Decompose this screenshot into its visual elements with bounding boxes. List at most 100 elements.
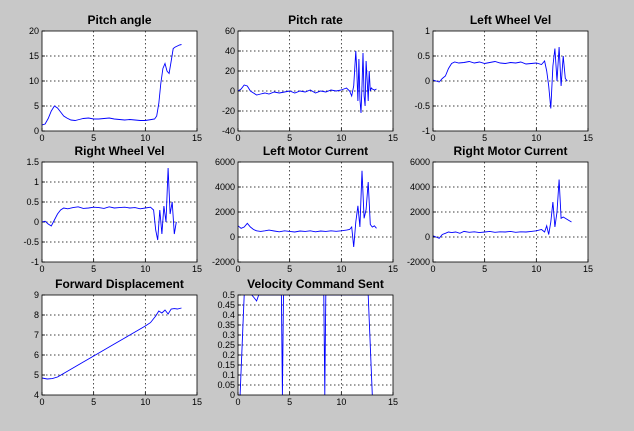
y-tick-label: 6000 [215,157,235,167]
y-tick-label: 1 [425,26,430,36]
subplot-right-wheel-vel: Right Wheel Vel 0 5 10 15 -1 -0.5 0 0.5 1 1.5 [23,144,202,274]
subplot-pitch-angle: Pitch angle 0 5 10 15 0 5 10 15 20 [29,13,202,143]
y-tick-label: 20 [225,66,235,76]
y-tick-label: -0.5 [23,237,39,247]
axes-frame [432,30,589,132]
y-tick-label: 0 [230,232,235,242]
x-tick-label: 10 [531,133,541,143]
y-tick-label: 10 [29,76,39,86]
plot-area [42,295,197,395]
series-line-pitch-rate [238,50,377,114]
y-tick-label: 1.5 [26,157,39,167]
x-tick-label: 5 [91,133,96,143]
y-tick-label: 9 [34,290,39,300]
y-tick-label: 4000 [215,182,235,192]
axes-frame [237,30,394,132]
y-tick-label: 0 [425,76,430,86]
y-tick-label: 8 [34,310,39,320]
y-tick-label: 0 [34,126,39,136]
plot-title: Pitch rate [288,13,343,27]
y-tick-label: 0.25 [217,340,235,350]
plot-title: Forward Displacement [55,277,184,291]
y-tick-label: 7 [34,330,39,340]
x-tick-label: 0 [430,133,435,143]
y-tick-label: -2000 [212,257,235,267]
plot-title: Right Wheel Vel [74,144,164,158]
x-tick-label: 10 [531,264,541,274]
y-tick-label: 20 [29,26,39,36]
axes-frame [432,161,589,263]
y-tick-label: 0.1 [222,370,235,380]
y-tick-label: 0 [230,390,235,400]
y-tick-label: 0.45 [217,300,235,310]
x-tick-label: 10 [336,133,346,143]
y-tick-label: 0.05 [217,380,235,390]
y-tick-label: 60 [225,26,235,36]
y-tick-label: 0.15 [217,360,235,370]
y-tick-label: 5 [34,101,39,111]
x-tick-label: 10 [140,397,150,407]
x-tick-label: 15 [192,133,202,143]
x-tick-label: 5 [482,264,487,274]
x-tick-label: 0 [430,264,435,274]
x-tick-label: 5 [287,264,292,274]
series-line-right-motor-current [433,179,572,239]
plot-title: Velocity Command Sent [247,277,384,291]
y-tick-label: 0 [425,232,430,242]
y-tick-label: -40 [222,126,235,136]
series-line-left-motor-current [238,170,377,248]
y-tick-label: 2000 [215,207,235,217]
x-tick-label: 10 [140,133,150,143]
x-tick-label: 5 [482,133,487,143]
y-tick-label: 0.5 [417,51,430,61]
axes-frame [41,30,198,132]
x-tick-label: 0 [235,397,240,407]
x-tick-label: 15 [583,133,593,143]
series-line-pitch-angle [42,44,182,126]
series-line-forward-displacement [42,307,182,380]
subplot-left-wheel-vel: Left Wheel Vel 0 5 10 15 -1 -0.5 0 0.5 1 [414,13,593,143]
subplot-forward-displacement: Forward Displacement 0 5 10 15 4 5 6 7 8 9 [34,277,202,407]
x-tick-label: 5 [287,133,292,143]
series-line-velocity-command-sent [239,295,373,395]
x-tick-label: 5 [91,264,96,274]
subplot-pitch-rate: Pitch rate 0 5 10 15 -40 -20 0 20 40 60 [222,13,398,143]
axes-frame [237,161,394,263]
y-tick-label: 0.5 [26,197,39,207]
y-tick-label: 5 [34,370,39,380]
y-tick-label: -20 [222,106,235,116]
x-tick-label: 15 [388,397,398,407]
plot-title: Left Wheel Vel [470,13,551,27]
x-tick-label: 0 [235,133,240,143]
plot-title: Pitch angle [87,13,151,27]
series-line-right-wheel-vel [42,167,177,241]
y-tick-label: 0 [230,86,235,96]
y-tick-label: 0.5 [222,290,235,300]
y-tick-label: 6 [34,350,39,360]
y-tick-label: -0.5 [414,101,430,111]
y-tick-label: 2000 [410,207,430,217]
x-tick-label: 15 [583,264,593,274]
series-line-left-wheel-vel [433,46,568,109]
x-tick-label: 5 [91,397,96,407]
x-tick-label: 0 [235,264,240,274]
y-tick-label: 40 [225,46,235,56]
y-tick-label: 0.35 [217,320,235,330]
x-tick-label: 10 [336,397,346,407]
axes-frame [237,294,394,396]
plot-title: Left Motor Current [263,144,368,158]
y-tick-label: 0 [34,217,39,227]
axes-frame [41,294,198,396]
y-tick-label: -1 [31,257,39,267]
x-tick-label: 15 [388,264,398,274]
y-tick-label: 4 [34,390,39,400]
plot-area [42,162,197,262]
y-tick-label: 0.2 [222,350,235,360]
y-tick-label: 1 [34,177,39,187]
x-tick-label: 15 [192,397,202,407]
y-tick-label: 4000 [410,182,430,192]
